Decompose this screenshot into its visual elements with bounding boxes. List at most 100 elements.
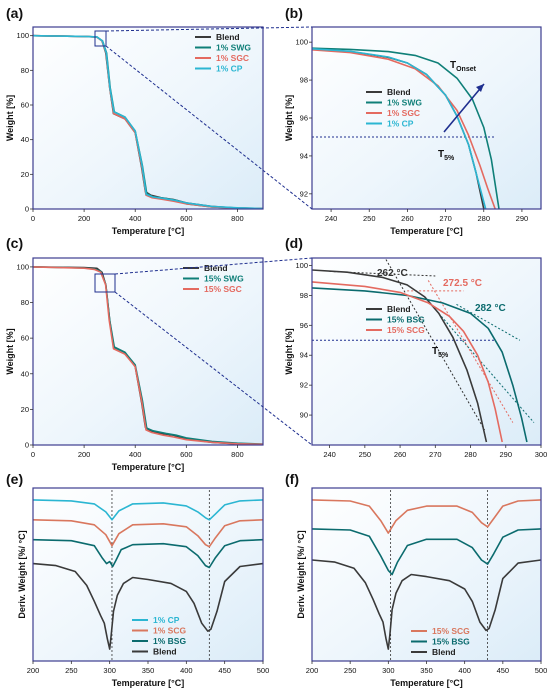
panel-label-b: (b) xyxy=(285,5,303,21)
x-tick-label: 250 xyxy=(363,214,376,223)
y-tick-label: 100 xyxy=(295,38,308,47)
x-tick-label: 400 xyxy=(180,666,193,675)
series-line-15-bsg xyxy=(312,287,528,443)
x-tick-label: 400 xyxy=(458,666,471,675)
y-tick-label: 94 xyxy=(300,351,308,360)
t5-label-b: T5% xyxy=(438,149,455,162)
plot-background xyxy=(312,27,541,209)
chart-panel-b: 240 250 260 270 280 290 92 94 96 98 100 Temperature… xyxy=(284,26,542,236)
x-tick-label: 240 xyxy=(323,450,336,459)
legend-label: 1% BSG xyxy=(153,636,186,646)
x-tick-label: 300 xyxy=(382,666,395,675)
zoom-box-c xyxy=(94,273,116,293)
y-tick-label: 60 xyxy=(21,101,29,110)
y-axis-label: Weight [%] xyxy=(284,328,294,374)
x-tick-label: 500 xyxy=(257,666,270,675)
series-line-1-scg xyxy=(33,519,263,548)
legend-label: 15% SCG xyxy=(387,325,425,335)
x-tick-label: 200 xyxy=(78,214,91,223)
x-tick-label: 400 xyxy=(129,214,142,223)
y-tick-label: 0 xyxy=(25,205,29,214)
y-tick-label: 92 xyxy=(300,381,308,390)
x-tick-label: 240 xyxy=(325,214,338,223)
panel-label-c: (c) xyxy=(6,235,23,251)
x-tick-label: 600 xyxy=(180,214,193,223)
zoom-connector xyxy=(105,26,313,32)
legend-label: Blend xyxy=(204,263,228,273)
y-tick-label: 0 xyxy=(25,441,29,450)
x-tick-label: 260 xyxy=(394,450,407,459)
chart-panel-d: 240 250 260 270 280 290 300 90 92 94 96 98 100 Weight… xyxy=(284,257,547,459)
y-tick-label: 100 xyxy=(16,31,29,40)
series-line-blend xyxy=(312,559,541,650)
legend-label: Blend xyxy=(153,647,177,657)
chart-panel-c: 0 200 400 600 800 0 20 40 60 80 100 Temperature [°C… xyxy=(5,257,264,472)
plot-frame xyxy=(32,257,264,446)
y-tick-label: 98 xyxy=(300,76,308,85)
series-line-15-scg xyxy=(312,281,503,443)
y-tick-label: 96 xyxy=(300,321,308,330)
y-tick-label: 100 xyxy=(16,262,29,271)
x-tick-label: 800 xyxy=(231,450,244,459)
t5-label-d: T5% xyxy=(432,346,449,359)
plot-background xyxy=(33,488,263,661)
zoom-connector xyxy=(105,45,313,210)
tangent-line xyxy=(385,259,486,431)
x-tick-label: 270 xyxy=(429,450,442,459)
bsg-onset-label: 282 °C xyxy=(475,303,506,314)
x-axis-label: Temperature [°C] xyxy=(112,678,184,688)
x-axis-label: Temperature [°C] xyxy=(390,226,462,236)
y-tick-label: 90 xyxy=(300,411,308,420)
y-tick-label: 20 xyxy=(21,170,29,179)
x-tick-label: 400 xyxy=(129,450,142,459)
legend-label: 1% CP xyxy=(387,119,414,129)
panel-label-e: (e) xyxy=(6,471,23,487)
x-tick-label: 290 xyxy=(500,450,513,459)
y-tick-label: 40 xyxy=(21,369,29,378)
legend-label: 1% CP xyxy=(216,64,243,74)
legend-label: Blend xyxy=(216,32,240,42)
x-axis-label: Temperature [°C] xyxy=(112,462,184,472)
series-line-15-bsg xyxy=(312,528,541,576)
x-tick-label: 600 xyxy=(180,450,193,459)
x-tick-label: 260 xyxy=(401,214,414,223)
onset-label: TOnset xyxy=(450,60,477,73)
legend-label: 1% SGC xyxy=(387,108,420,118)
series-line-1-cp xyxy=(33,499,263,521)
legend-label: 1% SWG xyxy=(216,43,251,53)
x-tick-label: 800 xyxy=(231,214,244,223)
panel-label-d: (d) xyxy=(285,235,303,251)
y-tick-label: 20 xyxy=(21,405,29,414)
annotations-b: TOnset T5% xyxy=(438,60,485,162)
series-line-1-bsg xyxy=(33,538,263,569)
y-tick-label: 96 xyxy=(300,114,308,123)
tangent-line xyxy=(427,280,514,423)
series-line-15-sgc xyxy=(33,266,263,445)
chart-panel-e: 200 250 300 350 400 450 500 Temperature [°C] Der… xyxy=(17,487,270,688)
legend-label: 1% CP xyxy=(153,615,180,625)
x-tick-label: 350 xyxy=(142,666,155,675)
legend-label: 15% SWG xyxy=(204,274,244,284)
plot-background xyxy=(33,258,263,445)
y-axis-label: Weight [%] xyxy=(284,95,294,141)
x-tick-label: 280 xyxy=(464,450,477,459)
x-tick-label: 200 xyxy=(306,666,319,675)
x-tick-label: 350 xyxy=(420,666,433,675)
panel-label-f: (f) xyxy=(285,471,299,487)
panel-label-a: (a) xyxy=(6,5,23,21)
plot-frame xyxy=(311,257,542,446)
legend-label: 1% SCG xyxy=(153,626,186,636)
plot-background xyxy=(312,258,541,445)
y-tick-label: 60 xyxy=(21,334,29,343)
zoom-box-a xyxy=(94,30,107,47)
zoom-connector xyxy=(114,257,313,275)
legend-label: 1% SGC xyxy=(216,53,249,63)
y-tick-label: 80 xyxy=(21,66,29,75)
series-line-blend xyxy=(33,562,263,650)
onset-arrow-line xyxy=(443,83,485,133)
y-tick-label: 80 xyxy=(21,298,29,307)
x-axis-label: Temperature [°C] xyxy=(390,678,462,688)
x-tick-label: 250 xyxy=(344,666,357,675)
legend-label: 15% BSG xyxy=(432,637,470,647)
